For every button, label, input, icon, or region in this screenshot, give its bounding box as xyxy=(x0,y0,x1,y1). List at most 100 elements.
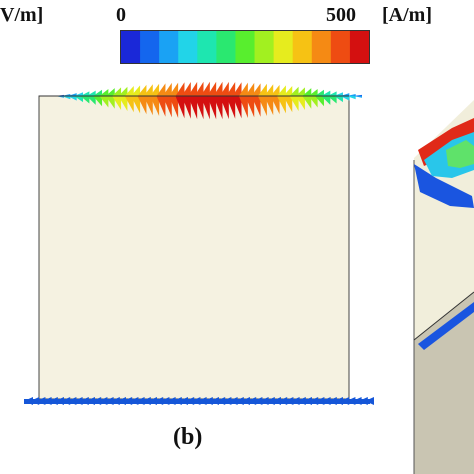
top-vector-arrow xyxy=(74,96,84,103)
top-vector-arrow xyxy=(264,84,274,96)
top-vector-arrow xyxy=(67,93,77,96)
bottom-vector-arrow xyxy=(172,397,182,405)
colorbar-band xyxy=(349,31,369,63)
bottom-vector-arrow xyxy=(24,397,33,405)
top-vector-arrow xyxy=(226,96,236,119)
bottom-vector-arrow xyxy=(352,397,362,405)
top-vector-arrow xyxy=(99,88,109,96)
top-vector-arrow xyxy=(86,96,96,105)
top-vector-arrow xyxy=(308,96,318,108)
colorbar-band xyxy=(235,31,256,63)
top-vector-arrow xyxy=(131,96,141,114)
bottom-vector-arrow xyxy=(148,397,157,405)
top-vector-arrow xyxy=(80,91,90,96)
top-vector-arrow xyxy=(137,96,147,115)
bottom-vector-arrow xyxy=(30,397,40,405)
top-vector-arrow xyxy=(333,92,343,96)
bottom-vector-arrow xyxy=(278,397,288,405)
colorbar-band xyxy=(159,31,179,63)
top-vector-arrow xyxy=(340,93,350,96)
top-vector-arrow xyxy=(162,82,172,96)
top-vector-arrow xyxy=(175,96,185,119)
cube-bottom-edge-vectors xyxy=(418,302,474,350)
bottom-vector-arrow xyxy=(234,397,244,405)
top-vector-arrow xyxy=(251,96,261,117)
top-vector-arrow xyxy=(175,82,185,96)
bottom-vector-arrow xyxy=(67,397,77,405)
top-vector-arrow xyxy=(213,96,223,120)
bottom-vector-arrow xyxy=(48,397,58,405)
top-vector-arrow xyxy=(283,96,293,113)
top-vector-arrow xyxy=(232,96,242,119)
top-vector-arrow xyxy=(289,96,299,112)
top-vector-arrow xyxy=(314,96,324,107)
top-vector-arrow xyxy=(346,96,356,100)
cube-top-vectors-green xyxy=(446,140,474,168)
panel-label: (b) xyxy=(173,424,203,450)
colorbar-band xyxy=(140,31,160,63)
bottom-vector-arrow xyxy=(241,397,250,405)
top-vector-arrow xyxy=(143,84,153,96)
top-vector-arrow xyxy=(150,96,160,117)
bottom-vector-arrow xyxy=(315,397,325,405)
top-vector-arrow xyxy=(124,96,134,113)
bottom-vector-arrow xyxy=(284,397,294,405)
domain-square xyxy=(38,95,350,400)
top-vector-arrow xyxy=(295,96,305,111)
top-vector-arrow xyxy=(270,84,280,96)
top-vector-arrow xyxy=(156,96,166,117)
top-vector-arrow xyxy=(61,96,71,100)
bottom-boundary-vectors xyxy=(24,397,374,405)
bottom-vector-arrow xyxy=(309,397,319,405)
bottom-vector-arrow xyxy=(55,397,64,405)
top-vector-arrow xyxy=(200,81,210,96)
top-vector-arrow xyxy=(302,88,312,96)
top-vector-arrow xyxy=(238,96,248,118)
bottom-vector-arrow xyxy=(296,397,306,405)
bottom-vector-arrow xyxy=(160,397,170,405)
bottom-vector-arrow xyxy=(117,397,126,405)
bottom-vector-arrow xyxy=(98,397,108,405)
colorbar-min-label: 0 xyxy=(116,4,126,26)
bottom-vector-arrow xyxy=(123,397,133,405)
top-vector-arrow xyxy=(226,82,236,96)
top-vector-arrow xyxy=(238,82,248,96)
bottom-vector-arrow xyxy=(228,397,238,405)
colorbar-band xyxy=(178,31,198,63)
top-vector-arrow xyxy=(99,96,109,108)
top-vector-arrow xyxy=(181,82,191,96)
top-vector-arrow xyxy=(207,96,217,120)
top-vector-arrow xyxy=(232,82,242,96)
top-vector-arrow xyxy=(137,84,147,96)
bottom-vector-arrow xyxy=(79,397,89,405)
top-vector-arrow xyxy=(314,89,324,96)
top-vector-arrow xyxy=(143,96,153,116)
bottom-vector-arrow xyxy=(92,397,102,405)
bottom-vector-arrow xyxy=(61,397,71,405)
top-vector-arrow xyxy=(118,96,128,112)
top-vector-arrow xyxy=(162,96,172,118)
bottom-vector-arrow xyxy=(216,397,226,405)
top-vector-arrow xyxy=(200,96,210,120)
bottom-vector-arrow xyxy=(154,397,164,405)
bottom-vector-arrow xyxy=(42,397,52,405)
top-vector-arrow xyxy=(264,96,274,116)
top-vector-arrow xyxy=(308,88,318,96)
top-vector-arrow xyxy=(156,83,166,96)
bottom-vector-arrow xyxy=(265,397,275,405)
bottom-vector-arrow xyxy=(36,397,46,405)
bottom-vector-arrow xyxy=(253,397,263,405)
colorbar xyxy=(120,30,370,64)
bottom-vector-arrow xyxy=(247,397,257,405)
cube-top-vectors-blue xyxy=(414,164,474,208)
top-vector-arrow xyxy=(181,96,191,119)
bottom-vector-arrow xyxy=(334,397,343,405)
top-vector-arrow xyxy=(188,81,198,96)
cube-3d xyxy=(413,100,474,474)
top-vector-arrow xyxy=(257,83,267,96)
top-vector-arrow xyxy=(289,86,299,96)
top-vector-arrow xyxy=(295,87,305,96)
top-vector-arrow xyxy=(333,96,343,103)
bottom-vector-arrow xyxy=(141,397,151,405)
bottom-vector-arrow xyxy=(303,397,312,405)
